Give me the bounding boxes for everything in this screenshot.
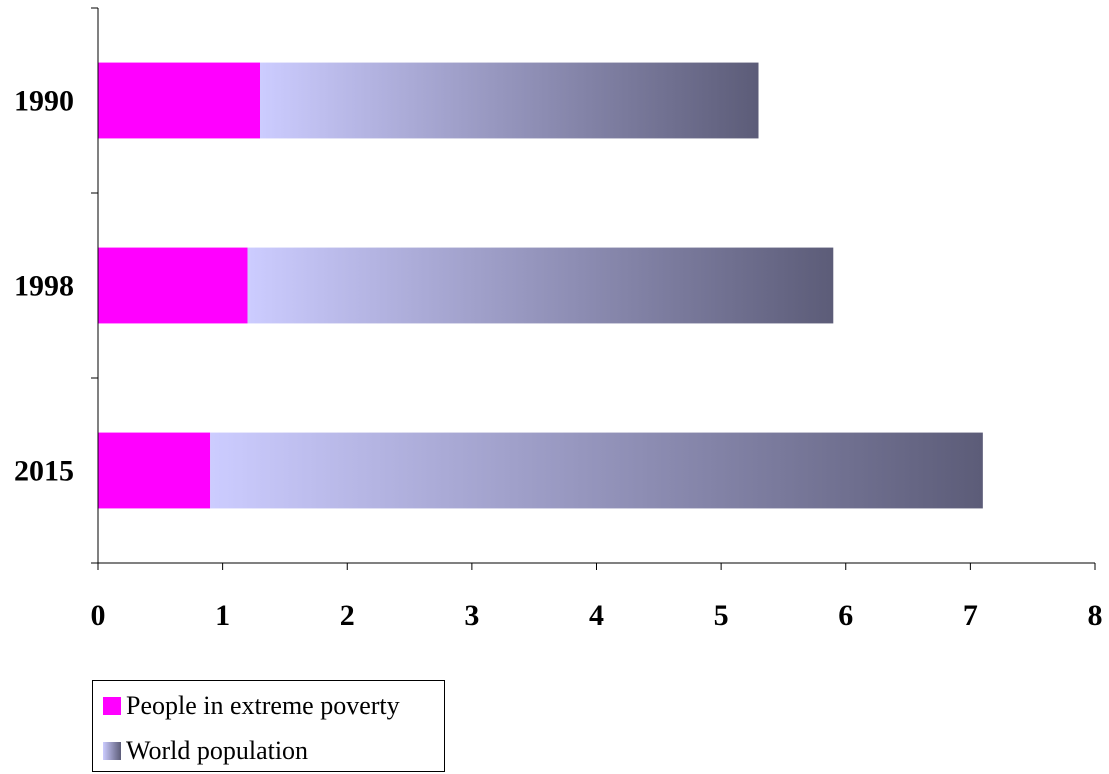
x-tick-label-5: 5 <box>714 599 729 632</box>
bar-poverty-2015 <box>98 432 211 509</box>
bar-world-population-1998 <box>247 247 834 324</box>
legend-swatch-poverty <box>103 697 121 715</box>
legend-item-poverty: People in extreme poverty <box>103 691 400 721</box>
x-tick-label-2: 2 <box>340 599 355 632</box>
category-label-2015: 2015 <box>14 455 74 488</box>
x-tick-label-7: 7 <box>963 599 978 632</box>
legend-label-poverty: People in extreme poverty <box>126 691 400 720</box>
bar-world-population-1990 <box>260 62 759 139</box>
bar-poverty-1998 <box>98 247 248 324</box>
x-tick-label-6: 6 <box>838 599 853 632</box>
bars-layer <box>98 62 983 509</box>
legend-swatch-world-population <box>103 742 121 760</box>
legend-item-world-population: World population <box>103 736 308 766</box>
bar-world-population-2015 <box>210 432 983 509</box>
category-label-1990: 1990 <box>14 85 74 118</box>
category-label-1998: 1998 <box>14 270 74 303</box>
legend: People in extreme poverty World populati… <box>92 680 445 772</box>
x-tick-label-0: 0 <box>91 599 106 632</box>
legend-label-world-population: World population <box>126 736 309 765</box>
chart: 1990 1998 2015 0 1 2 3 4 5 6 7 8 <box>14 7 1103 632</box>
bar-poverty-1990 <box>98 62 261 139</box>
axes-layer: 1990 1998 2015 0 1 2 3 4 5 6 7 8 <box>14 7 1103 632</box>
x-tick-label-1: 1 <box>215 599 230 632</box>
x-tick-label-3: 3 <box>464 599 479 632</box>
x-tick-label-4: 4 <box>589 599 604 632</box>
x-tick-label-8: 8 <box>1088 599 1103 632</box>
